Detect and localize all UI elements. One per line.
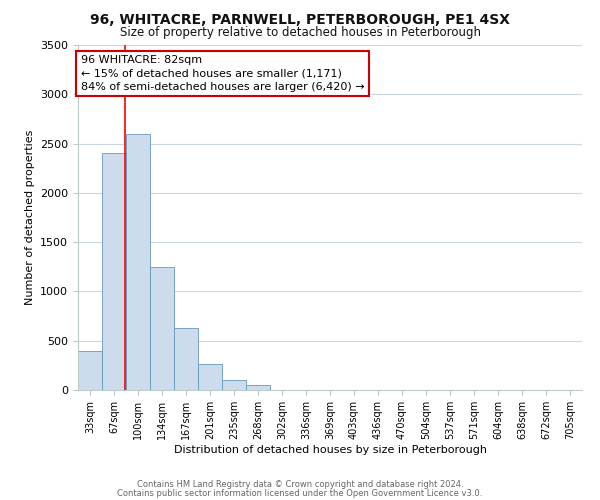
Y-axis label: Number of detached properties: Number of detached properties (25, 130, 35, 305)
Text: Contains HM Land Registry data © Crown copyright and database right 2024.: Contains HM Land Registry data © Crown c… (137, 480, 463, 489)
Bar (126, 134, 150, 390)
Bar (150, 267, 174, 390)
Bar (198, 364, 222, 390)
Text: 96 WHITACRE: 82sqm
← 15% of detached houses are smaller (1,171)
84% of semi-deta: 96 WHITACRE: 82sqm ← 15% of detached hou… (80, 56, 364, 92)
Bar (222, 380, 246, 390)
Text: Size of property relative to detached houses in Peterborough: Size of property relative to detached ho… (119, 26, 481, 39)
Bar (246, 385, 270, 390)
Text: Contains public sector information licensed under the Open Government Licence v3: Contains public sector information licen… (118, 489, 482, 498)
Bar (102, 154, 126, 390)
Text: 96, WHITACRE, PARNWELL, PETERBOROUGH, PE1 4SX: 96, WHITACRE, PARNWELL, PETERBOROUGH, PE… (90, 12, 510, 26)
X-axis label: Distribution of detached houses by size in Peterborough: Distribution of detached houses by size … (173, 444, 487, 454)
Bar (174, 328, 198, 390)
Bar (78, 350, 102, 390)
